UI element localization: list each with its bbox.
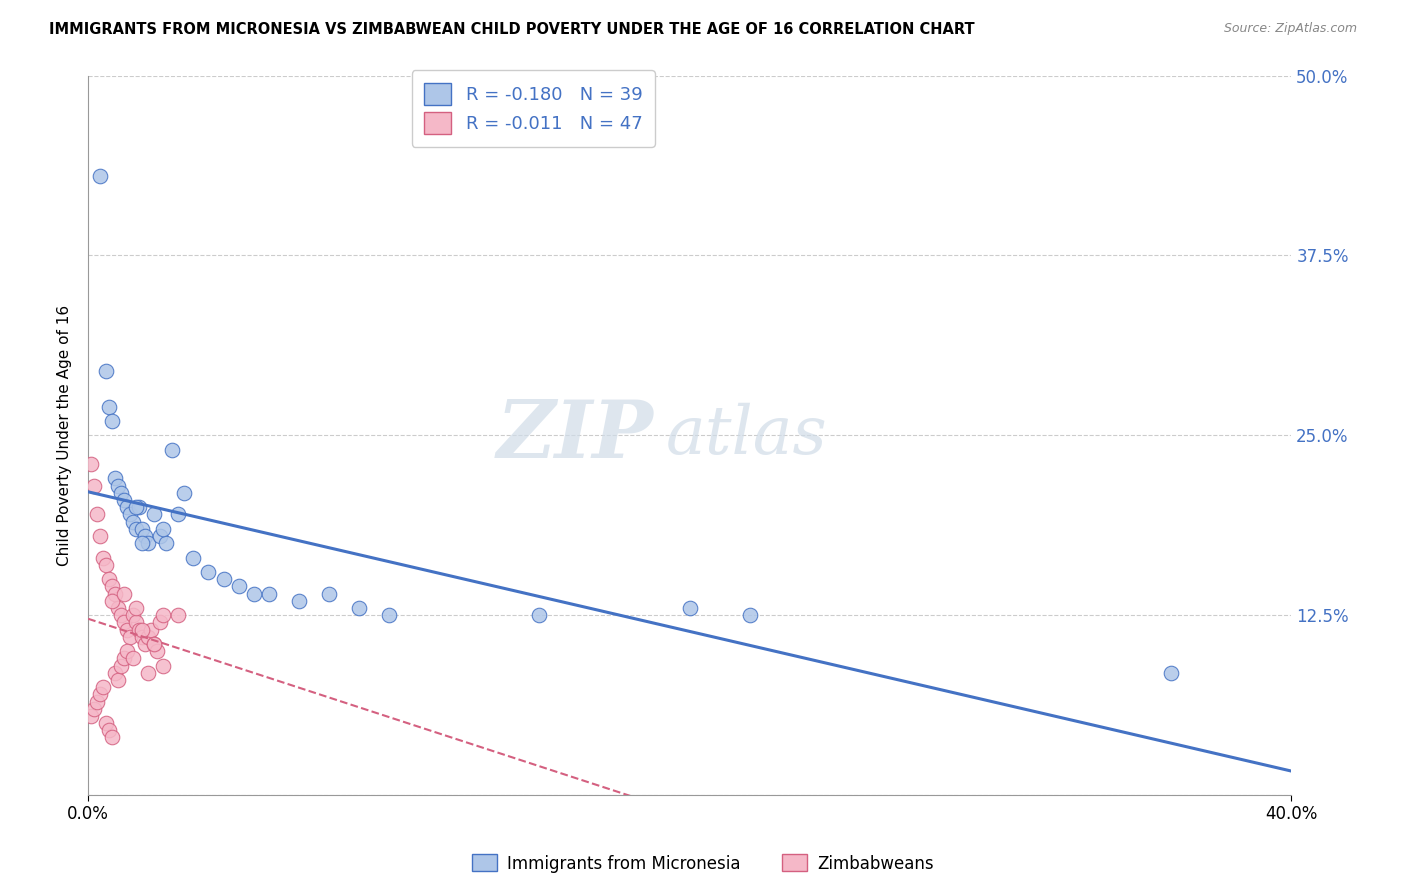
Point: [679, 601, 702, 615]
Point: [101, 414, 124, 428]
Point: [162, 442, 184, 457]
Point: [131, 522, 153, 536]
Point: [110, 608, 132, 623]
Point: [1160, 665, 1182, 680]
Point: [117, 644, 139, 658]
Point: [89, 687, 111, 701]
Point: [98, 723, 121, 738]
Point: [89, 169, 111, 184]
Point: [167, 508, 190, 522]
Text: atlas: atlas: [665, 402, 827, 468]
Point: [107, 673, 129, 687]
Point: [131, 630, 153, 644]
Point: [155, 536, 177, 550]
Point: [89, 529, 111, 543]
Point: [149, 615, 172, 630]
Point: [347, 601, 370, 615]
Point: [98, 572, 121, 586]
Text: IMMIGRANTS FROM MICRONESIA VS ZIMBABWEAN CHILD POVERTY UNDER THE AGE OF 16 CORRE: IMMIGRANTS FROM MICRONESIA VS ZIMBABWEAN…: [49, 22, 974, 37]
Point: [107, 478, 129, 492]
Point: [136, 665, 159, 680]
Point: [125, 601, 148, 615]
Point: [83, 702, 105, 716]
Point: [149, 529, 172, 543]
Point: [101, 731, 124, 745]
Point: [228, 579, 250, 593]
Point: [98, 400, 121, 414]
Point: [143, 508, 166, 522]
Point: [197, 565, 219, 579]
Point: [738, 608, 761, 623]
Point: [131, 536, 153, 550]
Y-axis label: Child Poverty Under the Age of 16: Child Poverty Under the Age of 16: [58, 305, 72, 566]
Point: [529, 608, 551, 623]
Point: [173, 486, 195, 500]
Point: [131, 623, 153, 637]
Point: [122, 608, 145, 623]
Point: [96, 558, 118, 572]
Point: [136, 630, 159, 644]
Point: [128, 500, 150, 515]
Legend: Immigrants from Micronesia, Zimbabweans: Immigrants from Micronesia, Zimbabweans: [465, 847, 941, 880]
Point: [143, 637, 166, 651]
Point: [110, 658, 132, 673]
Text: Source: ZipAtlas.com: Source: ZipAtlas.com: [1223, 22, 1357, 36]
Point: [104, 665, 127, 680]
Point: [152, 522, 174, 536]
Point: [125, 522, 148, 536]
Point: [117, 623, 139, 637]
Point: [136, 536, 159, 550]
Point: [287, 594, 309, 608]
Point: [318, 586, 340, 600]
Legend: R = -0.180   N = 39, R = -0.011   N = 47: R = -0.180 N = 39, R = -0.011 N = 47: [412, 70, 655, 146]
Point: [122, 515, 145, 529]
Point: [242, 586, 264, 600]
Point: [125, 500, 148, 515]
Point: [152, 608, 174, 623]
Point: [101, 579, 124, 593]
Point: [107, 601, 129, 615]
Point: [96, 716, 118, 731]
Point: [112, 586, 135, 600]
Point: [104, 586, 127, 600]
Point: [152, 658, 174, 673]
Point: [104, 471, 127, 485]
Point: [112, 615, 135, 630]
Point: [167, 608, 190, 623]
Point: [80, 709, 103, 723]
Point: [96, 363, 118, 377]
Point: [120, 630, 142, 644]
Point: [378, 608, 401, 623]
Point: [83, 478, 105, 492]
Point: [125, 615, 148, 630]
Point: [86, 694, 108, 708]
Point: [120, 508, 142, 522]
Point: [134, 637, 156, 651]
Point: [86, 508, 108, 522]
Point: [143, 637, 166, 651]
Point: [112, 493, 135, 508]
Point: [110, 486, 132, 500]
Point: [183, 550, 205, 565]
Point: [257, 586, 280, 600]
Point: [141, 623, 163, 637]
Text: ZIP: ZIP: [496, 397, 654, 474]
Point: [146, 644, 169, 658]
Point: [101, 594, 124, 608]
Point: [122, 651, 145, 665]
Point: [128, 623, 150, 637]
Point: [117, 500, 139, 515]
Point: [91, 550, 114, 565]
Point: [134, 529, 156, 543]
Point: [212, 572, 235, 586]
Point: [112, 651, 135, 665]
Point: [80, 457, 103, 471]
Point: [91, 680, 114, 694]
